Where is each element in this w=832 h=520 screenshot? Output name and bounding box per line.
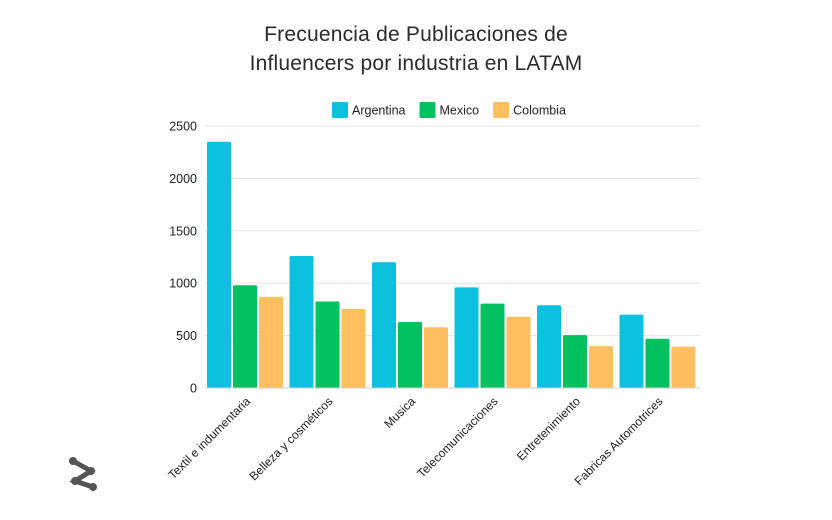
bar (259, 296, 283, 388)
x-tick-label: Musica (381, 394, 418, 431)
x-tick-label: Entretenimiento (514, 394, 584, 464)
y-axis: 0 500 1000 1500 2000 2500 (169, 120, 197, 396)
chart-title: Frecuencia de Publicaciones de Influence… (0, 20, 832, 78)
bar (537, 305, 561, 388)
bar (563, 335, 587, 388)
y-tick-label: 1000 (169, 277, 197, 291)
legend: Argentina Mexico Colombia (332, 102, 566, 118)
y-tick-label: 1500 (169, 224, 197, 238)
chart-title-line-2: Influencers por industria en LATAM (249, 52, 583, 75)
y-tick-label: 500 (176, 329, 197, 343)
bar (341, 308, 366, 388)
bar (619, 314, 644, 388)
x-tick-label: Telecomunicaciones (414, 394, 500, 480)
x-tick-label: Textil e indumentaria (165, 394, 253, 482)
bar (233, 285, 257, 388)
bar (454, 287, 479, 388)
y-tick-label: 0 (190, 382, 197, 396)
legend-swatch (493, 102, 510, 118)
gridlines (205, 125, 700, 337)
bar (424, 327, 448, 388)
bar (506, 316, 531, 388)
legend-label: Mexico (440, 104, 480, 118)
bar (398, 321, 422, 388)
bar (315, 301, 340, 388)
y-tick-label: 2500 (169, 120, 197, 134)
bar (207, 141, 231, 388)
legend-label: Argentina (352, 104, 406, 118)
bar (645, 338, 670, 388)
bars (207, 141, 696, 388)
bar (480, 303, 505, 388)
bar (372, 262, 396, 388)
legend-label: Colombia (513, 104, 566, 118)
legend-swatch (419, 102, 436, 118)
chart-title-line-1: Frecuencia de Publicaciones de (264, 23, 568, 46)
bar (589, 346, 613, 388)
x-tick-label: Belleza y cosméticos (246, 394, 335, 483)
bar (671, 346, 696, 388)
bar (289, 255, 314, 388)
y-tick-label: 2000 (169, 172, 197, 186)
brand-logo-icon (64, 454, 102, 497)
x-tick-label: Fabricas Automotrices (572, 394, 666, 488)
legend-swatch (332, 102, 348, 118)
